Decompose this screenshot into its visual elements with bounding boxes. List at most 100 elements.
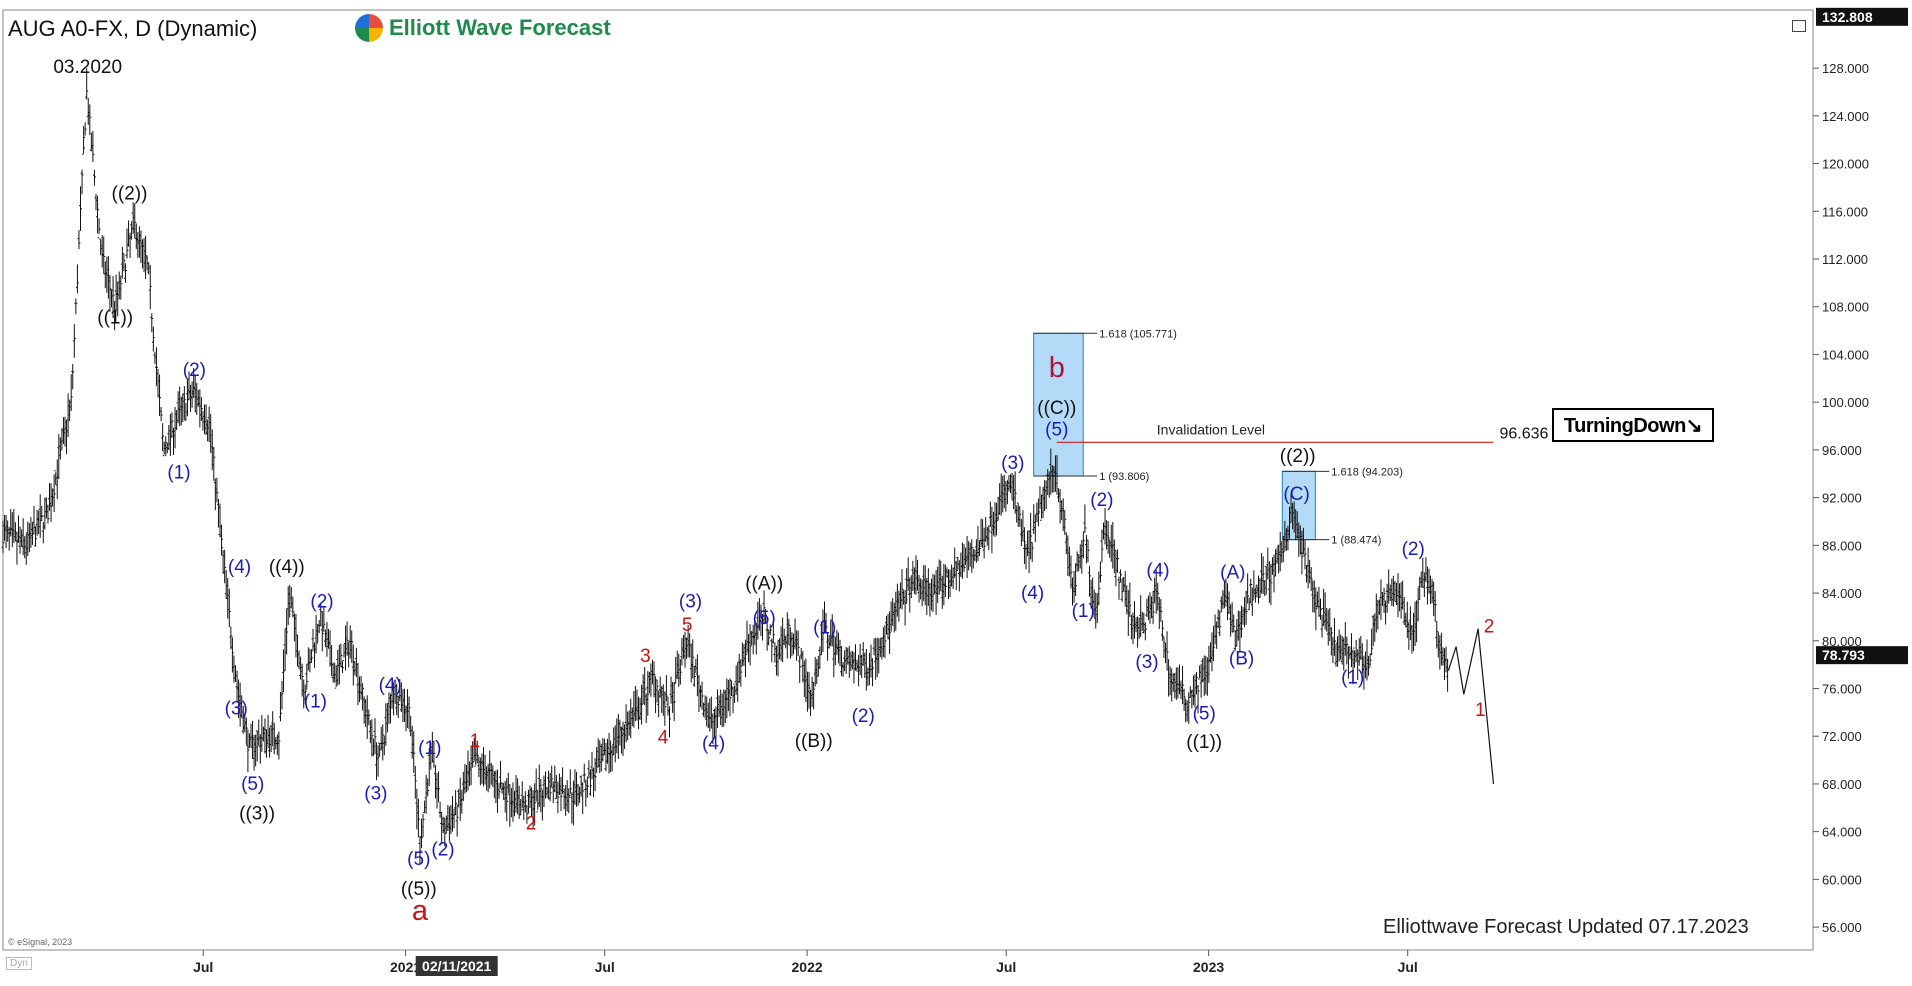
wave-label: ((5)) [401,879,437,900]
wave-label: (C) [1283,484,1309,505]
fib-zone-layer: 1.618 (105.771) 1 (93.806) 1.618 (94.203) 1… [1033,328,1403,547]
wave-label: (2) [852,706,875,727]
fib-level-label: 1 (93.806) [1099,471,1149,483]
wave-label-layer: 03.2020((1))((2))(2)(1)(4) ((4))(2)(3) (1)… [53,57,1494,927]
price-tick-label: 72.000 [1822,729,1862,744]
dynamic-toggle[interactable]: Dyn [6,957,32,970]
price-tick-label: 56.000 [1822,920,1862,935]
time-cursor-tag [415,956,498,976]
line-layer: Invalidation Level 96.636 [1056,421,1549,784]
wave-label: (3) [1001,453,1024,474]
wave-label: (5) [241,774,264,795]
time-tick-label: Jul [595,959,615,975]
price-tick-label: 112.000 [1822,252,1868,267]
price-tick-label: 92.000 [1822,491,1862,506]
price-tick-label: 128.000 [1822,61,1869,76]
wave-label: (1) [418,738,441,759]
time-tick-label: Jul [193,959,213,975]
price-tick-label: 76.000 [1822,681,1862,696]
ohlc-bars-layer [1,68,1450,864]
time-tick-label: Jul [996,959,1016,975]
wave-label: 2 [526,813,537,834]
wave-label: (5) [1045,420,1068,441]
wave-label: (A) [1220,563,1245,584]
wave-label: ((2)) [1280,446,1316,467]
wave-label: (4) [379,675,402,696]
wave-label: ((2)) [112,183,148,204]
data-credit: © eSignal, 2023 [8,937,73,947]
wave-label: (2) [1090,490,1113,511]
wave-label: (1) [1072,601,1095,622]
wave-label: (2) [310,591,333,612]
wave-label: 1 [1475,700,1486,721]
wave-label: (3) [679,591,702,612]
wave-label: 03.2020 [53,57,122,78]
price-tick-label: 88.000 [1822,538,1862,553]
wave-label: (3) [1135,652,1158,673]
wave-label: (4) [1021,583,1044,604]
chart-title: AUG A0-FX, D (Dynamic) [8,16,258,41]
wave-label: 4 [658,727,669,748]
wave-label: b [1049,352,1065,384]
fib-zone-box-1 [1033,332,1084,477]
wave-label: (1) [304,692,327,713]
wave-label: (2) [431,840,454,861]
price-tick-label: 96.000 [1822,443,1862,458]
wave-label: (1) [167,463,190,484]
wave-label: (4) [228,557,251,578]
wave-label: ((3)) [239,804,275,825]
price-tick-label: 124.000 [1822,109,1869,124]
invalidation-label: Invalidation Level [1157,421,1265,437]
price-tick-label: 108.000 [1822,300,1869,315]
updated-note: Elliottwave Forecast Updated 07.17.2023 [1383,916,1749,938]
price-tag-label: 78.793 [1822,647,1865,663]
top-price-tag [1816,7,1908,26]
wave-label: (B) [1229,649,1254,670]
axis-layer: 56.000 60.000 64.000 68.000 72.000 76.000 80.0… [3,7,1908,976]
projection-path [1447,628,1495,784]
time-tick-label: 2021 [390,959,421,975]
last-price-tag [1816,646,1908,665]
time-cursor-label: 02/11/2021 [422,958,492,974]
wave-label: 5 [682,615,693,636]
wave-label: ((B)) [795,731,833,752]
wave-label: 1 [470,731,481,752]
brand-logo-block: Elliott Wave Forecast [355,14,611,42]
time-tick-label: Jul [1398,959,1418,975]
wave-label: ((1)) [1186,732,1222,753]
fib-level-label: 1.618 (105.771) [1099,328,1177,340]
price-tick-label: 80.000 [1822,634,1862,649]
wave-label: (5) [753,608,776,629]
price-tick-label: 68.000 [1822,777,1862,792]
wave-label: (4) [1146,560,1169,581]
price-tick-label: 116.000 [1822,204,1868,219]
plot-frame [2,9,1814,951]
wave-label: (3) [364,783,387,804]
restore-window-icon[interactable] [1792,20,1806,32]
invalidation-value: 96.636 [1500,425,1549,442]
wave-label: (2) [1402,539,1425,560]
wave-label: 3 [640,646,651,667]
wave-label: a [412,895,429,927]
price-tick-label: 64.000 [1822,825,1862,840]
wave-label: 2 [1484,616,1495,637]
wave-label: (2) [183,360,206,381]
wave-label: (4) [702,733,725,754]
turning-down-badge: TurningDown↘ [1552,408,1714,442]
brand-name: Elliott Wave Forecast [389,15,611,40]
wave-label: (1) [813,618,836,639]
wave-label: (3) [225,699,248,720]
price-tick-label: 60.000 [1822,872,1862,887]
fib-level-label: 1 (88.474) [1331,535,1381,547]
time-tick-label: 2023 [1193,959,1224,975]
wave-label: ((1)) [97,307,133,328]
brand-logo-icon [355,14,383,42]
price-tick-label: 84.000 [1822,586,1862,601]
wave-label: ((4)) [269,557,305,578]
wave-label: (1) [1341,668,1364,689]
price-tag-label: 132.808 [1822,9,1873,25]
price-tick-label: 120.000 [1822,157,1869,172]
time-tick-label: 2022 [792,959,823,975]
wave-label: ((C)) [1037,398,1076,419]
